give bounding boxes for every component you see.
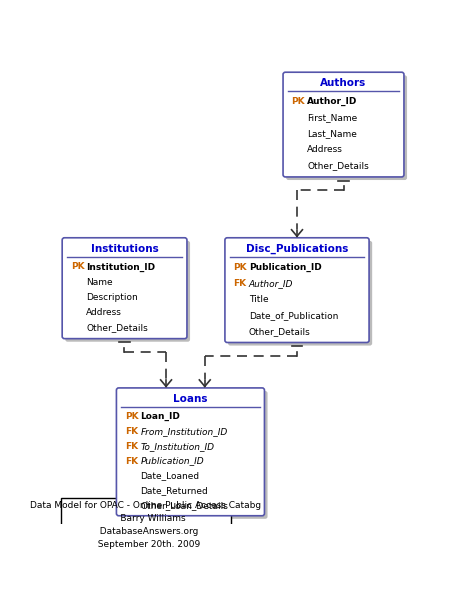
Text: FK: FK	[125, 442, 138, 451]
Text: Institution_ID: Institution_ID	[86, 262, 155, 272]
Text: Disc_Publications: Disc_Publications	[246, 243, 348, 254]
Text: Authors: Authors	[321, 78, 367, 88]
Text: Date_Returned: Date_Returned	[140, 486, 208, 495]
FancyBboxPatch shape	[119, 391, 267, 519]
Bar	[61, 498, 231, 552]
FancyBboxPatch shape	[62, 238, 187, 339]
Text: Publication_ID: Publication_ID	[249, 263, 322, 272]
Text: FK: FK	[233, 279, 247, 288]
Text: To_Institution_ID: To_Institution_ID	[140, 442, 214, 451]
FancyBboxPatch shape	[283, 72, 404, 177]
Text: Publication_ID: Publication_ID	[140, 456, 204, 465]
Text: FK: FK	[125, 456, 138, 465]
Text: Title: Title	[249, 295, 269, 304]
Text: Last_Name: Last_Name	[307, 130, 357, 138]
FancyBboxPatch shape	[228, 241, 372, 346]
Text: Date_Loaned: Date_Loaned	[140, 471, 200, 480]
Text: Author_ID: Author_ID	[249, 279, 293, 288]
Text: Description: Description	[86, 293, 138, 302]
Text: First_Name: First_Name	[307, 113, 357, 123]
FancyBboxPatch shape	[116, 388, 264, 516]
Text: Author_ID: Author_ID	[307, 97, 357, 107]
Text: Address: Address	[307, 145, 343, 154]
Text: Other_Details: Other_Details	[249, 327, 311, 336]
Text: Institutions: Institutions	[91, 243, 158, 253]
Text: Date_of_Publication: Date_of_Publication	[249, 311, 338, 320]
Text: PK: PK	[71, 263, 84, 272]
Text: Other_Loan_Details: Other_Loan_Details	[140, 501, 228, 510]
FancyBboxPatch shape	[286, 75, 407, 180]
Text: From_Institution_ID: From_Institution_ID	[140, 427, 228, 436]
Text: PK: PK	[233, 263, 247, 272]
Text: FK: FK	[125, 427, 138, 436]
Text: Address: Address	[86, 308, 122, 317]
FancyBboxPatch shape	[225, 238, 369, 342]
Text: PK: PK	[291, 97, 305, 107]
Text: Name: Name	[86, 277, 113, 287]
Text: Other_Details: Other_Details	[86, 323, 148, 332]
Text: PK: PK	[125, 412, 138, 421]
Text: Loan_ID: Loan_ID	[140, 412, 180, 421]
Text: Other_Details: Other_Details	[307, 161, 369, 170]
FancyBboxPatch shape	[65, 241, 190, 342]
Text: Loans: Loans	[173, 393, 207, 403]
Text: Data Model for OPAC - Online Public Access Catabg
     Barry Williams
  Database: Data Model for OPAC - Online Public Acce…	[30, 501, 262, 550]
